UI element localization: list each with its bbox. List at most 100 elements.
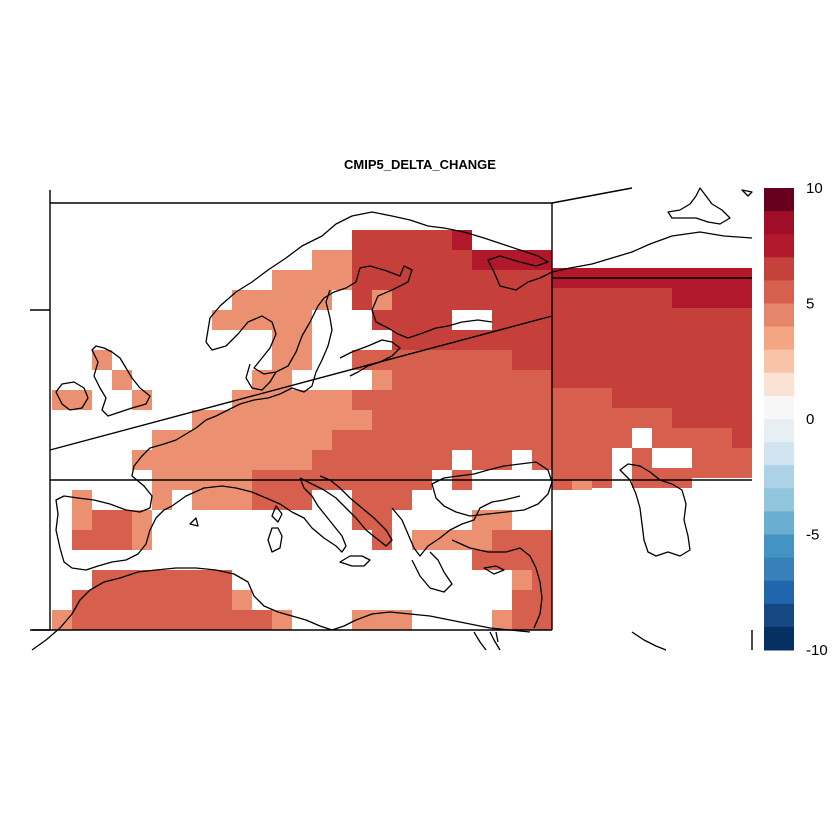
grid-cell <box>492 610 512 630</box>
grid-cell <box>352 610 412 630</box>
grid-cell <box>392 330 492 350</box>
grid-cell <box>632 468 692 488</box>
grid-cell <box>72 530 132 550</box>
colorbar-swatch <box>764 188 794 212</box>
grid-cell <box>252 370 292 390</box>
grid-cell <box>692 468 752 478</box>
grid-cell <box>132 530 152 550</box>
grid-cell <box>72 610 272 630</box>
grid-cell <box>212 310 252 330</box>
colorbar-tick-label: -10 <box>806 642 828 659</box>
colorbar-swatch <box>764 626 794 651</box>
grid-cell <box>492 310 552 330</box>
region-frame <box>30 187 753 650</box>
coast-turkey-south <box>451 539 543 629</box>
grid-cell <box>272 290 332 310</box>
grid-cell <box>152 430 332 450</box>
grid-cell <box>352 290 372 310</box>
coast-corsica <box>271 505 283 523</box>
grid-cell <box>632 448 652 468</box>
grid-cell <box>72 490 92 510</box>
grid-cell <box>232 590 252 610</box>
coast-balkans <box>391 495 521 557</box>
grid-cell <box>672 288 752 308</box>
grid-cell <box>512 610 552 630</box>
colorbar-swatch <box>764 211 794 235</box>
coast-africa <box>31 567 531 651</box>
grid-cell <box>352 490 412 510</box>
grid-cell <box>312 450 452 470</box>
coast-greece <box>411 551 453 593</box>
grid-cell <box>312 250 352 270</box>
colorbar-swatch <box>764 442 794 466</box>
colorbar-tick-label: 5 <box>806 296 814 313</box>
grid-cell <box>492 530 552 550</box>
coast-baltic <box>185 289 333 435</box>
colorbar-swatch <box>764 419 794 443</box>
grid-cell <box>612 388 752 408</box>
colorbar-swatch <box>764 534 794 559</box>
grid-cell <box>372 310 452 330</box>
grid-cell <box>132 450 312 470</box>
grid-cell <box>132 510 152 530</box>
grid-cell <box>552 480 572 490</box>
coast-italy <box>299 475 393 547</box>
grid-cell <box>532 570 552 590</box>
grid-cell <box>72 590 232 610</box>
coast-denmark <box>245 363 277 391</box>
coast-med-north <box>171 477 347 553</box>
coast-red-sea <box>631 631 667 651</box>
grid-cell <box>352 250 472 270</box>
colorbar-swatch <box>764 465 794 489</box>
coast-black-sea <box>431 461 553 517</box>
coast-iberia <box>55 495 173 571</box>
grid-cell <box>532 450 552 470</box>
grid-cell <box>512 350 552 370</box>
grid-cell <box>552 368 752 388</box>
colorbar-tick-label: -5 <box>806 527 819 544</box>
grid-cell <box>452 230 472 250</box>
colorbar-swatch <box>764 603 794 628</box>
grid-cell <box>272 270 352 290</box>
data-cells <box>52 230 752 630</box>
grid-cell <box>352 230 452 250</box>
grid-cell <box>392 370 552 390</box>
grid-cell <box>732 428 752 448</box>
grid-cell <box>372 410 552 430</box>
grid-cell <box>52 610 72 630</box>
coast-scandinavia <box>205 211 753 343</box>
coast-sicily <box>339 555 371 567</box>
colorbar-swatch <box>764 395 794 420</box>
grid-cell <box>192 490 252 510</box>
coast-arctic-islet <box>741 189 753 197</box>
grid-cell <box>552 328 752 348</box>
colorbar-swatch <box>764 257 794 281</box>
colorbar-tick-label: 0 <box>806 411 814 428</box>
colorbar-swatch <box>764 326 794 351</box>
grid-cell <box>252 490 312 510</box>
grid-cell <box>152 490 172 510</box>
grid-cell <box>232 290 272 310</box>
grid-cell <box>552 408 672 428</box>
colorbar-swatch <box>764 557 794 582</box>
colorbar-swatch <box>764 580 794 605</box>
grid-cell <box>392 290 552 310</box>
grid-cell <box>692 448 752 468</box>
colorbar-labels: 10 5 0 -5 -10 <box>806 180 828 659</box>
colorbar-swatch <box>764 303 794 328</box>
grid-cell <box>412 270 552 290</box>
coast-arctic-island <box>667 187 731 225</box>
grid-cell <box>552 388 612 408</box>
colorbar-swatch <box>764 372 794 397</box>
grid-cell <box>512 590 552 610</box>
coastlines <box>31 187 753 651</box>
grid-cell <box>652 428 732 448</box>
grid-cell <box>512 570 532 590</box>
colorbar-swatch <box>764 349 794 374</box>
colorbar-swatch <box>764 488 794 512</box>
grid-cell <box>292 390 352 410</box>
coast-sardinia <box>267 527 283 553</box>
map-title: CMIP5_DELTA_CHANGE <box>344 157 496 172</box>
frame-diagonal <box>49 315 553 451</box>
coast-nile <box>473 631 501 651</box>
